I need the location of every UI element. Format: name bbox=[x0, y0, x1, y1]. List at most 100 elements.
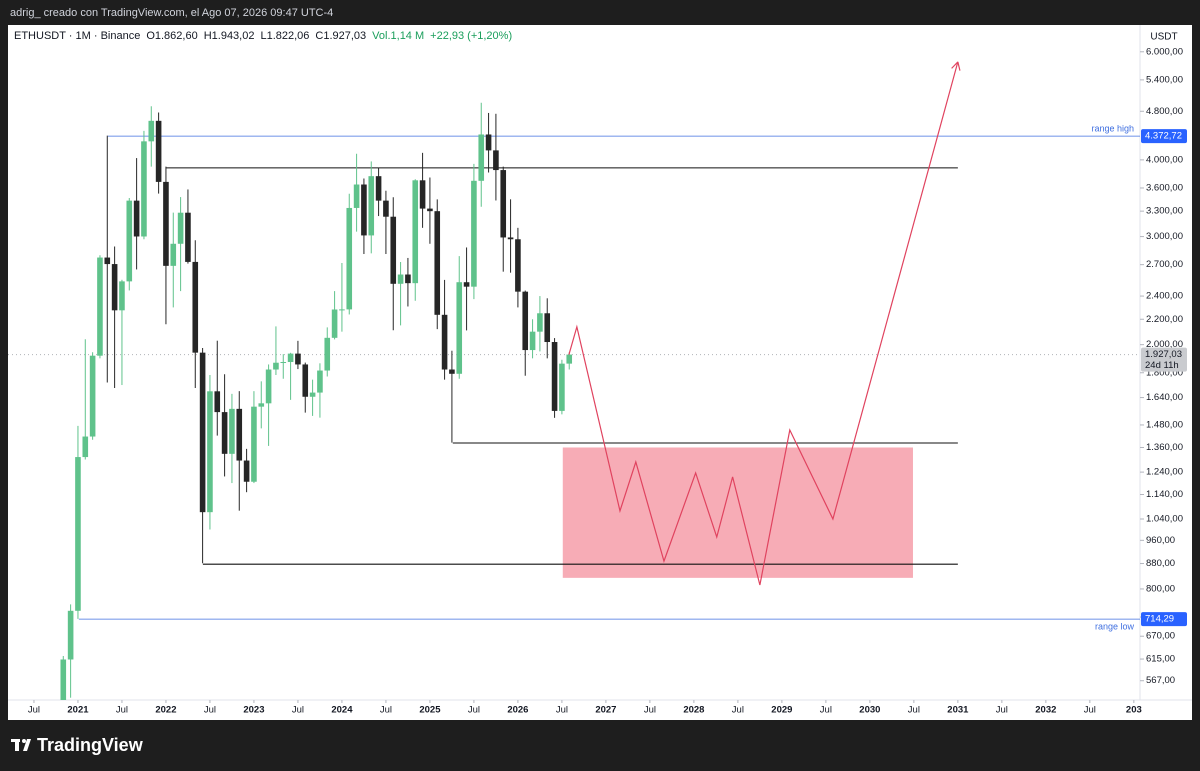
candle-body bbox=[317, 370, 323, 393]
y-tick-label: 1.040,00 bbox=[1146, 514, 1183, 525]
y-tick-label: 1.480,00 bbox=[1146, 419, 1183, 430]
candle-body bbox=[163, 181, 169, 266]
y-tick-label: 4.000,00 bbox=[1146, 154, 1183, 165]
candle-body bbox=[537, 313, 543, 332]
candle-body bbox=[346, 207, 353, 310]
x-tick-label: Jul bbox=[556, 705, 568, 716]
legend-value: +22,93 (+1,20%) bbox=[430, 30, 512, 42]
legend-value: L1.822,06 bbox=[260, 30, 309, 42]
candle-body bbox=[126, 200, 133, 282]
x-tick-label: Jul bbox=[1084, 705, 1096, 716]
y-tick-label: 1.240,00 bbox=[1146, 467, 1183, 478]
logo-part bbox=[22, 739, 26, 743]
x-tick-label: 2031 bbox=[947, 705, 969, 716]
x-tick-label: 2025 bbox=[419, 705, 441, 716]
candle-body bbox=[97, 257, 103, 356]
x-tick-label: Jul bbox=[996, 705, 1008, 716]
candle-body bbox=[287, 353, 294, 363]
y-tick-label: 6.000,00 bbox=[1146, 46, 1183, 57]
candle-body bbox=[353, 184, 360, 208]
level-badge-label: 714,29 bbox=[1145, 614, 1174, 625]
candle-body bbox=[419, 180, 426, 209]
candle-body bbox=[89, 355, 96, 437]
arrow-head bbox=[957, 61, 961, 71]
candle-body bbox=[478, 134, 485, 181]
candle-body bbox=[155, 120, 162, 182]
candle-body bbox=[441, 314, 448, 370]
y-tick-label: 1.800,00 bbox=[1146, 367, 1183, 378]
candle-body bbox=[185, 212, 191, 262]
y-tick-label: 2.200,00 bbox=[1146, 314, 1183, 325]
x-tick-label: 2024 bbox=[331, 705, 353, 716]
arrow-head bbox=[951, 61, 959, 69]
legend-value: C1.927,03 bbox=[315, 30, 366, 42]
candle-body bbox=[397, 274, 404, 284]
current-price-label: 1.927,03 bbox=[1145, 349, 1182, 360]
candle-body bbox=[177, 212, 184, 244]
candle-body bbox=[214, 391, 221, 413]
x-tick-label: Jul bbox=[116, 705, 128, 716]
y-tick-label: 3.600,00 bbox=[1146, 182, 1183, 193]
x-tick-label: 203 bbox=[1126, 705, 1142, 716]
plot bbox=[8, 61, 1140, 700]
projection-path bbox=[568, 61, 959, 586]
candle-body bbox=[82, 436, 89, 458]
x-tick-label: 2023 bbox=[243, 705, 264, 716]
candle-body bbox=[551, 342, 558, 411]
candle-body bbox=[60, 659, 67, 700]
candle-body bbox=[339, 309, 345, 311]
x-tick-label: 2022 bbox=[155, 705, 176, 716]
y-tick-label: 3.300,00 bbox=[1146, 206, 1183, 217]
candle-body bbox=[236, 408, 243, 461]
y-tick-label: 1.640,00 bbox=[1146, 392, 1183, 403]
chart-area bbox=[8, 25, 1192, 720]
candle-body bbox=[522, 291, 529, 351]
x-tick-label: Jul bbox=[732, 705, 744, 716]
candle-body bbox=[258, 403, 265, 407]
candle-body bbox=[449, 369, 455, 374]
level-badge bbox=[1141, 129, 1187, 144]
level-badge-label: 4.372,72 bbox=[1145, 131, 1182, 142]
y-tick-label: 800,00 bbox=[1146, 583, 1175, 594]
candle-body bbox=[104, 257, 111, 265]
y-tick-label: 880,00 bbox=[1146, 558, 1175, 569]
candle-body bbox=[170, 243, 177, 266]
candle-body bbox=[390, 216, 397, 284]
candle-body bbox=[361, 184, 367, 236]
x-tick-label: 2027 bbox=[595, 705, 616, 716]
candle-body bbox=[544, 313, 551, 343]
legend-value: H1.943,02 bbox=[204, 30, 255, 42]
y-tick-label: 2.400,00 bbox=[1146, 291, 1183, 302]
x-tick-label: 2030 bbox=[859, 705, 880, 716]
x-tick-label: 2029 bbox=[771, 705, 792, 716]
candle-body bbox=[383, 200, 389, 217]
candle-body bbox=[500, 170, 507, 238]
candle-body bbox=[566, 354, 573, 364]
candle-body bbox=[463, 282, 470, 287]
legend-value: Vol.1,14 M bbox=[372, 30, 424, 42]
candle-body bbox=[507, 237, 514, 240]
candle-body bbox=[192, 261, 199, 353]
x-tick-label: 2028 bbox=[683, 705, 704, 716]
candle-body bbox=[368, 176, 375, 236]
page-header: adrig_ creado con TradingView.com, el Ag… bbox=[10, 7, 333, 19]
candle-body bbox=[375, 176, 382, 201]
y-tick-label: 4.800,00 bbox=[1146, 106, 1183, 117]
candle-body bbox=[133, 200, 140, 237]
price-unit: USDT bbox=[1150, 32, 1177, 43]
candle-body bbox=[243, 460, 250, 482]
x-tick-label: Jul bbox=[468, 705, 480, 716]
legend-value: O1.862,60 bbox=[146, 30, 197, 42]
x-tick-label: Jul bbox=[28, 705, 40, 716]
candle-body bbox=[493, 150, 499, 171]
candle-body bbox=[229, 408, 235, 454]
candle-body bbox=[280, 362, 287, 364]
candle-body bbox=[295, 353, 301, 365]
candle-body bbox=[111, 264, 118, 311]
y-tick-label: 670,00 bbox=[1146, 631, 1175, 642]
logo-part bbox=[15, 739, 19, 751]
candle-body bbox=[324, 337, 331, 371]
logo-part bbox=[23, 739, 31, 751]
candle-body bbox=[529, 331, 536, 351]
